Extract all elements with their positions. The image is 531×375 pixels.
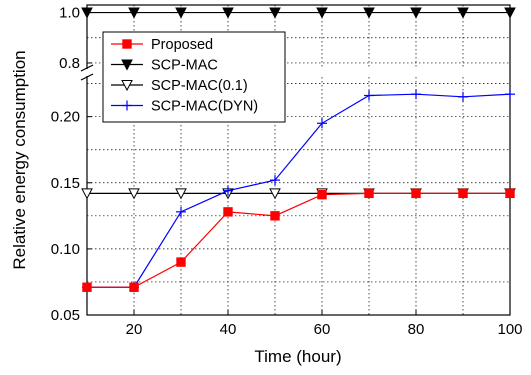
data-point-marker [505, 89, 515, 100]
legend-item: Proposed [111, 37, 213, 53]
data-point-marker [505, 188, 515, 199]
x-tick-label: 60 [314, 321, 331, 338]
axis-break-gap [79, 69, 95, 76]
x-tick-label: 100 [497, 321, 522, 338]
y-tick-label: 0.20 [51, 109, 80, 126]
data-point-marker [121, 80, 133, 92]
series-scp-mac-dyn [82, 89, 515, 293]
data-point-marker [364, 188, 374, 199]
legend-label: SCP-MAC(0.1) [151, 78, 248, 94]
plot-frame [79, 4, 511, 316]
series-scp-mac [81, 7, 516, 19]
data-point-marker [504, 7, 516, 19]
data-point-marker [411, 188, 421, 199]
data-point-marker [317, 118, 327, 129]
legend-item: SCP-MAC [111, 58, 218, 74]
axis-break-mark [80, 73, 94, 81]
data-point-marker [410, 7, 422, 19]
plot-border [86, 4, 511, 316]
data-point-marker [82, 282, 92, 292]
x-tick-label: 20 [126, 321, 143, 338]
legend-item: SCP-MAC(0.1) [111, 78, 248, 94]
legend: Proposed SCP-MAC SCP-MAC(0.1) SCP-MAC(DYN) [102, 31, 286, 123]
x-tick-label: 80 [408, 321, 425, 338]
data-point-marker [175, 7, 187, 19]
legend-box [102, 31, 286, 123]
data-point-marker [269, 188, 281, 200]
legend-label: SCP-MAC [151, 58, 218, 74]
y-tick-label: 1.0 [59, 5, 80, 22]
x-axis-title: Time (hour) [254, 347, 341, 366]
data-point-marker [176, 257, 186, 267]
data-point-marker [270, 175, 280, 186]
data-point-marker [122, 39, 132, 49]
data-point-marker [458, 91, 468, 102]
data-point-marker [269, 7, 281, 19]
y-tick-label: 0.8 [59, 55, 80, 72]
data-point-marker [128, 7, 140, 19]
legend-label: Proposed [151, 37, 213, 53]
data-point-marker [458, 188, 468, 199]
data-point-marker [270, 211, 280, 221]
data-point-marker [317, 189, 327, 200]
data-point-marker [457, 7, 469, 19]
data-point-marker [223, 207, 233, 217]
data-point-marker [364, 90, 374, 101]
y-tick-label: 0.10 [51, 241, 80, 258]
data-point-marker [121, 59, 133, 71]
data-point-marker [129, 282, 139, 292]
data-point-marker [316, 7, 328, 19]
data-point-marker [81, 188, 93, 200]
series-line [87, 192, 510, 288]
data-point-marker [175, 188, 187, 200]
legend-label: SCP-MAC(DYN) [151, 99, 258, 115]
series-proposed [82, 188, 515, 292]
tick-layer: 0.05 0.10 0.15 0.20 0.8 1.0 20 40 60 80 100 [51, 5, 523, 338]
data-point-marker [223, 185, 233, 196]
data-point-marker [363, 7, 375, 19]
data-point-marker [128, 188, 140, 200]
data-point-marker [122, 100, 132, 111]
x-tick-label: 40 [220, 321, 237, 338]
y-tick-label: 0.05 [51, 307, 80, 324]
series-layer [81, 7, 516, 293]
data-point-marker [411, 89, 421, 100]
legend-item: SCP-MAC(DYN) [111, 99, 258, 115]
data-point-marker [176, 206, 186, 217]
y-tick-label: 0.15 [51, 175, 80, 192]
y-axis-title: Relative energy consumption [10, 50, 29, 269]
data-point-marker [222, 7, 234, 19]
axis-break-mark [80, 64, 94, 72]
series-line [87, 93, 511, 288]
